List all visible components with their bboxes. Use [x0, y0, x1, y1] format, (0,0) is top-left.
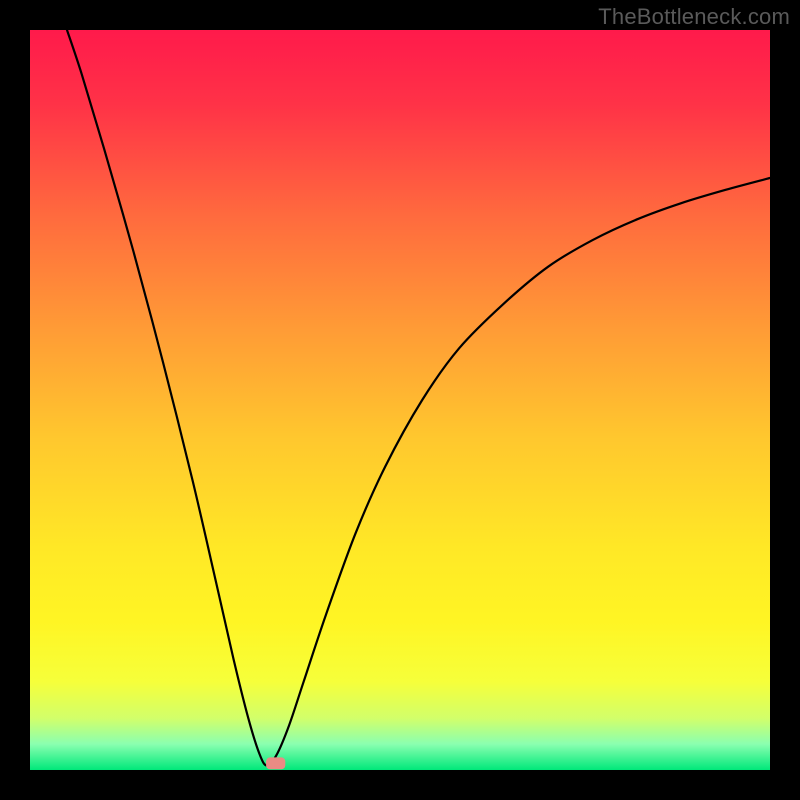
plot-background: [30, 30, 770, 770]
bottleneck-chart: [0, 0, 800, 800]
watermark-text: TheBottleneck.com: [598, 4, 790, 30]
chart-container: TheBottleneck.com: [0, 0, 800, 800]
optimal-point-marker: [266, 757, 285, 769]
